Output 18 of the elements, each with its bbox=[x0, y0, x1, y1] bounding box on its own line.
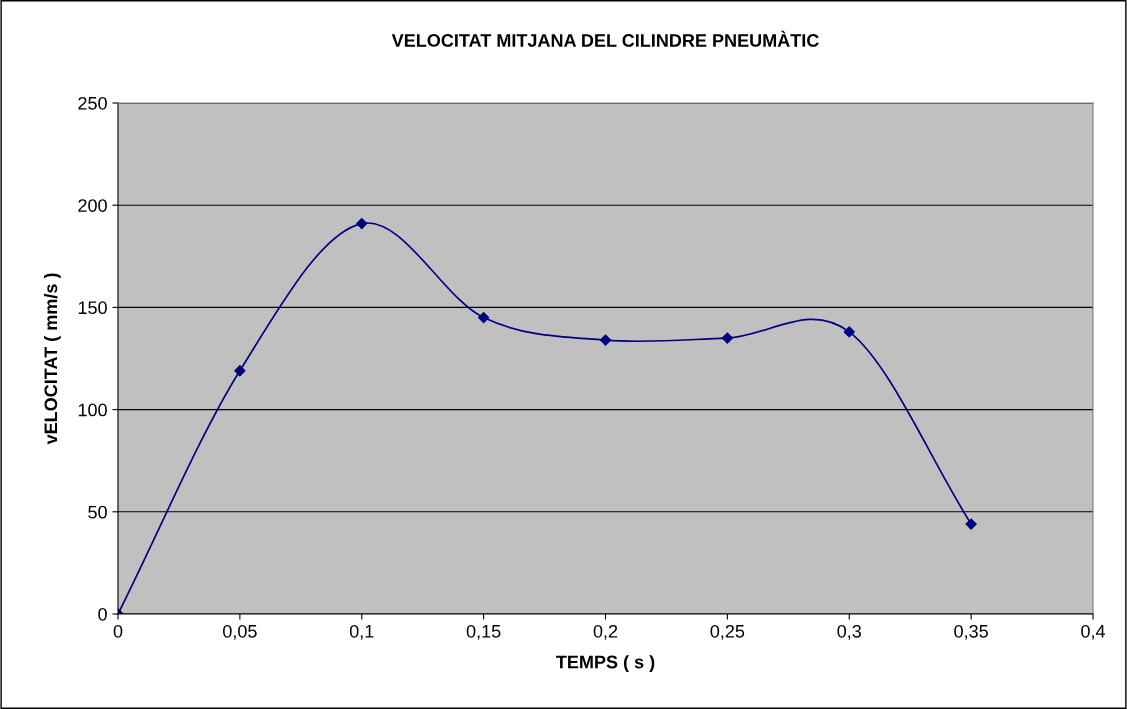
y-tick-label: 150 bbox=[78, 301, 107, 315]
y-tick-label: 100 bbox=[78, 403, 107, 417]
chart-title: VELOCITAT MITJANA DEL CILINDRE PNEUMÀTIC bbox=[391, 30, 819, 47]
x-tick-label: 0,3 bbox=[837, 624, 862, 640]
x-tick-label: 0,15 bbox=[466, 624, 501, 640]
y-axis-title: vELOCITAT ( mm/s ) bbox=[43, 273, 61, 445]
x-tick-label: 0,35 bbox=[954, 624, 988, 640]
x-tick-label: 0,4 bbox=[1081, 624, 1106, 640]
y-tick-label: 0 bbox=[98, 607, 107, 621]
y-tick-label: 250 bbox=[78, 96, 107, 110]
x-tick-label: 0 bbox=[113, 624, 123, 638]
x-axis-title: TEMPS ( s ) bbox=[556, 655, 655, 672]
x-tick-label: 0,1 bbox=[349, 624, 374, 640]
x-tick-label: 0,05 bbox=[223, 624, 257, 640]
y-tick-label: 50 bbox=[88, 505, 107, 519]
y-tick-label: 200 bbox=[78, 199, 107, 212]
x-tick-label: 0,25 bbox=[710, 624, 745, 640]
x-tick-label: 0,2 bbox=[593, 624, 618, 640]
